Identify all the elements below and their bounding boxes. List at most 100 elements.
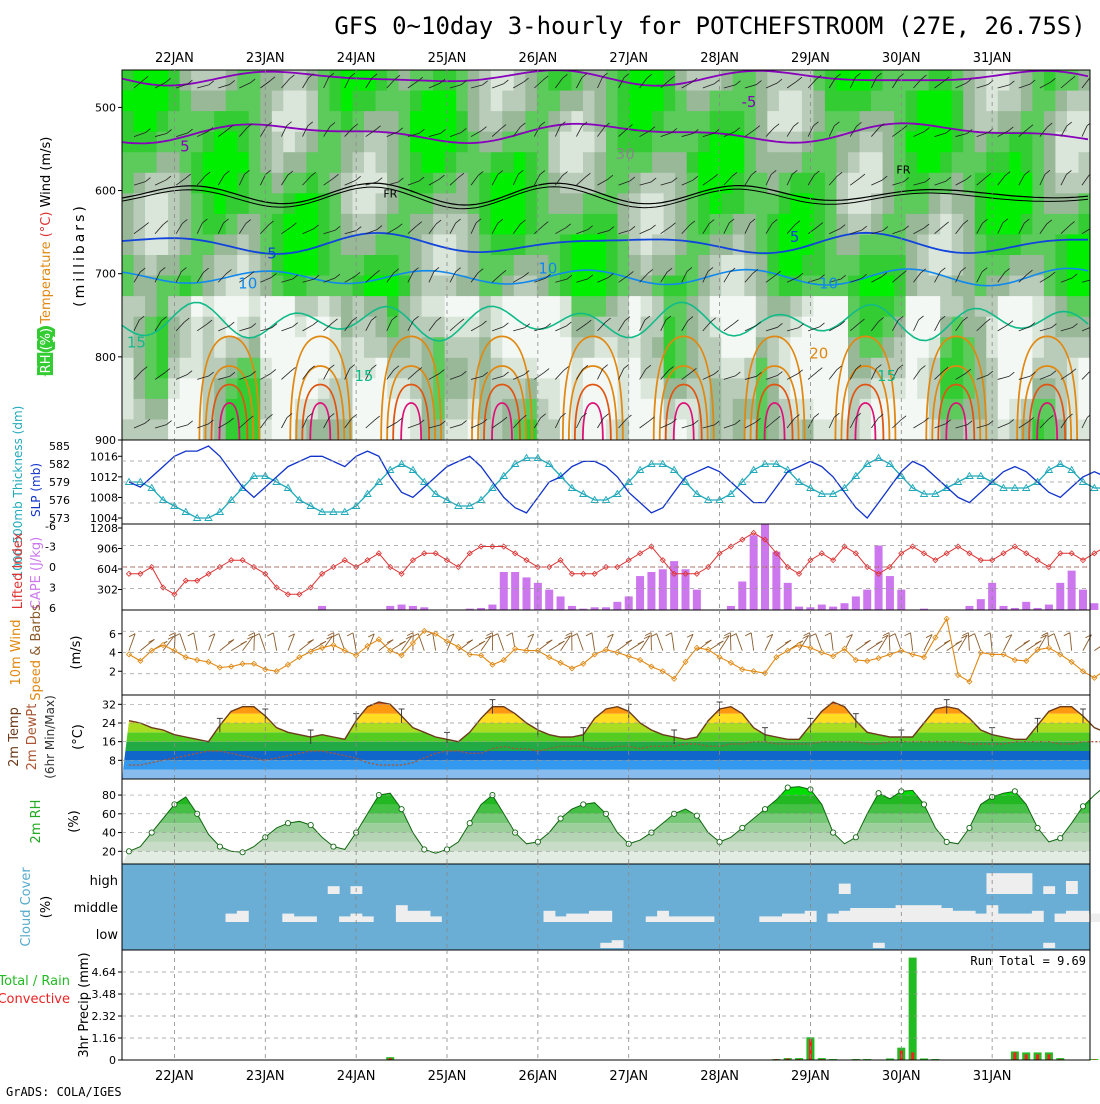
rh-cell	[468, 111, 481, 133]
cape-bar	[1022, 602, 1030, 610]
cape-bar	[750, 535, 758, 610]
rh-cell	[986, 91, 999, 113]
rh-cell	[479, 152, 492, 174]
rh-cell	[1032, 132, 1045, 154]
rh-cell	[940, 193, 953, 215]
rh-cell	[986, 317, 999, 339]
rh-cell	[813, 132, 826, 154]
rh-cell	[318, 70, 331, 92]
rh-cell	[698, 70, 711, 92]
cape-tick-label: 1208	[90, 522, 118, 535]
rh-cell	[122, 152, 135, 174]
wind-barb	[273, 633, 276, 651]
rh-cell	[364, 296, 377, 318]
rh-point	[308, 822, 313, 827]
rh-cell	[883, 234, 896, 256]
rh-cell	[813, 234, 826, 256]
rh-cell	[456, 91, 469, 113]
rh-cell	[341, 70, 354, 92]
wind-barb	[657, 634, 663, 651]
cape-bar	[1090, 603, 1098, 610]
rh-cell	[249, 132, 262, 154]
cape-bar	[670, 561, 678, 610]
rh-cell	[295, 276, 308, 298]
contour-label: 5	[790, 228, 800, 246]
rh-cell	[698, 193, 711, 215]
rh-cell	[906, 399, 919, 421]
rh-cell	[606, 214, 619, 236]
rh-cell	[203, 152, 216, 174]
rh-cell	[548, 419, 561, 441]
temp-band	[122, 732, 1090, 741]
date-label-top: 29JAN	[791, 51, 830, 66]
wind-barb	[299, 640, 313, 651]
wind-barb	[498, 634, 504, 651]
rh-cell	[514, 91, 527, 113]
rh-point	[967, 825, 972, 830]
rh-cell	[456, 296, 469, 318]
rh-cell	[295, 173, 308, 195]
rh-cell	[410, 193, 423, 215]
rh-cell	[180, 337, 193, 359]
rh-cell	[272, 419, 285, 441]
rh-cell	[399, 91, 412, 113]
panel-frame-precip	[122, 950, 1090, 1060]
date-label-top: 27JAN	[609, 51, 648, 66]
cape-bar	[318, 606, 326, 610]
rh-cell	[560, 419, 573, 441]
rh-cell	[1055, 214, 1068, 236]
rh-cell	[491, 234, 504, 256]
rh-cell	[813, 317, 826, 339]
rh-cell	[260, 276, 273, 298]
rh-cell	[986, 399, 999, 421]
rh-cell	[917, 419, 930, 441]
thickness-tick-label: 582	[49, 458, 70, 471]
rh-cell	[537, 132, 550, 154]
rh-cell	[237, 152, 250, 174]
wind-barb	[538, 640, 552, 651]
rh-cell	[249, 152, 262, 174]
rh-cell	[836, 173, 849, 195]
rh-cell	[975, 214, 988, 236]
rh-cell	[790, 337, 803, 359]
rh-cell	[629, 399, 642, 421]
wind-barb-flag	[328, 633, 334, 636]
rh-cell	[295, 152, 308, 174]
rh-cell	[410, 214, 423, 236]
rh-cell	[583, 419, 596, 441]
rh-cell	[445, 378, 458, 400]
rh-cell	[364, 111, 377, 133]
rh-cell	[157, 193, 170, 215]
rh-cell	[399, 378, 412, 400]
rh-cell	[710, 296, 723, 318]
rh-cell	[652, 70, 665, 92]
rh-cell	[883, 276, 896, 298]
rh-cell	[998, 152, 1011, 174]
rh-cell	[145, 193, 158, 215]
upper-ylabel-part: RH (%)	[39, 328, 54, 373]
rh-cell	[733, 111, 746, 133]
rh-cell	[237, 132, 250, 154]
precip-convective-label: Convective	[0, 992, 70, 1007]
cape-bar	[511, 572, 519, 610]
rh-cell	[560, 152, 573, 174]
slp-tick-label: 1008	[90, 491, 118, 504]
rh-cell	[1055, 255, 1068, 277]
rh-cell	[537, 214, 550, 236]
cape-bar	[818, 605, 826, 610]
precip-tick-label: 2.32	[92, 1010, 117, 1023]
rh-cell	[157, 111, 170, 133]
rh-cell	[445, 399, 458, 421]
precip-tick-label: 1.16	[92, 1032, 117, 1045]
contour-label: 10	[819, 274, 838, 292]
rh-cell	[456, 111, 469, 133]
rh-cell	[191, 255, 204, 277]
rh-cell	[548, 276, 561, 298]
rh-cell	[318, 276, 331, 298]
rh-cell	[952, 70, 965, 92]
cape-bar	[613, 602, 621, 610]
rh-cell	[698, 152, 711, 174]
rh-cell	[272, 70, 285, 92]
cloud-cell-middle	[657, 911, 669, 922]
